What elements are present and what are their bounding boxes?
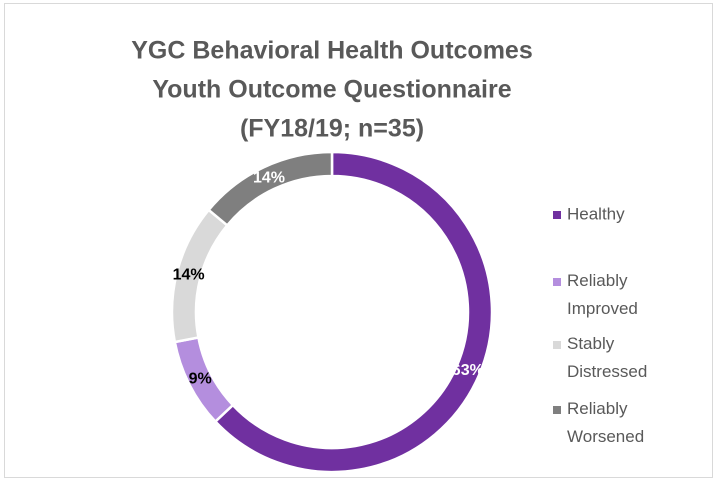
legend-swatch — [553, 211, 561, 219]
legend-label: Reliably Worsened — [567, 399, 644, 446]
chart-frame — [4, 3, 713, 478]
donut-slice — [206, 150, 334, 228]
legend-label: Reliably Improved — [567, 271, 638, 318]
data-label: 63% — [452, 362, 484, 379]
title-line: YGC Behavioral Health Outcomes — [131, 37, 533, 65]
title-line: (FY18/19; n=35) — [240, 115, 424, 143]
title-line: Youth Outcome Questionnaire — [152, 76, 511, 104]
data-label: 14% — [253, 169, 285, 186]
legend-swatch — [553, 278, 561, 286]
legend-swatch — [553, 406, 561, 414]
data-label: 9% — [189, 370, 212, 387]
legend-swatch — [553, 341, 561, 349]
legend-label: Stably Distressed — [567, 334, 647, 381]
donut-slice — [213, 150, 494, 474]
data-label: 14% — [173, 266, 205, 283]
legend-label: Healthy — [567, 204, 625, 223]
chart-title: YGC Behavioral Health Outcomes Youth Outc… — [131, 37, 533, 143]
